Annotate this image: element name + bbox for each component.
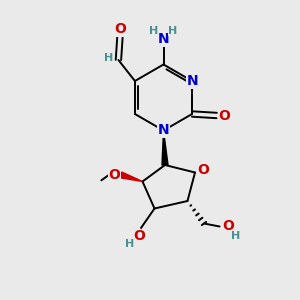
Text: O: O [134,230,146,243]
Text: H: H [169,26,178,36]
Polygon shape [162,130,168,165]
Text: O: O [197,163,209,176]
Text: O: O [108,168,120,182]
Text: H: H [104,53,113,64]
Polygon shape [120,172,142,182]
Text: O: O [223,220,235,233]
Text: N: N [186,74,198,88]
Text: H: H [149,26,158,36]
Text: N: N [158,124,169,137]
Text: N: N [158,32,169,46]
Text: H: H [231,231,240,241]
Text: H: H [125,238,134,249]
Text: O: O [218,109,230,122]
Text: O: O [114,22,126,36]
